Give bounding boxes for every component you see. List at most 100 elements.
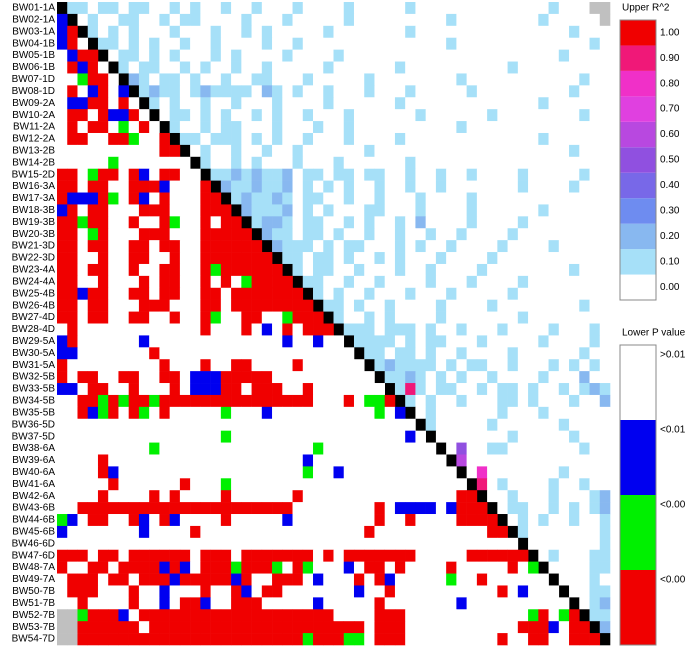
p-cell xyxy=(435,609,447,622)
p-cell xyxy=(159,252,170,265)
p-cell xyxy=(200,383,211,396)
r2-cell xyxy=(579,525,590,539)
p-cell xyxy=(313,418,324,431)
diagonal-cell xyxy=(415,418,426,431)
p-cell xyxy=(251,573,263,586)
r2-cell xyxy=(108,25,119,39)
r2-cell xyxy=(323,109,334,122)
p-cell xyxy=(282,359,293,372)
r2-cell xyxy=(323,156,334,170)
r2-cell xyxy=(476,383,488,396)
p-cell xyxy=(169,490,181,503)
p-cell xyxy=(57,228,68,241)
p-cell xyxy=(364,514,375,527)
p-cell xyxy=(118,180,129,193)
r2-cell xyxy=(507,37,519,50)
r2-cell xyxy=(179,121,191,134)
r2-cell xyxy=(548,406,560,420)
r2-cell xyxy=(538,132,549,146)
p-cell xyxy=(57,466,68,479)
p-cell xyxy=(251,323,263,336)
p-cell xyxy=(128,430,140,443)
p-cell xyxy=(57,383,68,396)
r2-cell xyxy=(507,454,519,467)
r2-cell xyxy=(313,252,324,265)
r2-cell xyxy=(251,121,263,134)
r2-cell xyxy=(394,240,406,253)
r2-cell xyxy=(272,228,283,241)
p-cell xyxy=(405,621,416,634)
p-cell xyxy=(374,609,386,622)
p-cell xyxy=(87,430,99,443)
p-cell xyxy=(292,287,304,300)
r2-cell xyxy=(384,144,396,158)
r2-cell xyxy=(446,2,457,15)
r2-cell xyxy=(394,204,406,217)
r2-cell xyxy=(528,466,539,479)
p-cell xyxy=(67,490,78,503)
p-cell xyxy=(108,252,119,265)
p-cell xyxy=(374,549,386,562)
r2-cell xyxy=(200,121,211,134)
r2-cell xyxy=(456,394,467,408)
r2-cell xyxy=(517,156,529,170)
r2-cell xyxy=(97,37,109,50)
p-cell xyxy=(241,525,252,539)
p-cell xyxy=(476,585,488,598)
r2-cell xyxy=(569,454,580,467)
p-cell xyxy=(384,454,396,467)
p-cell xyxy=(200,406,211,420)
p-cell xyxy=(374,561,386,574)
p-cell xyxy=(446,597,457,610)
r2-cell xyxy=(302,180,314,193)
r2-cell xyxy=(261,25,273,39)
r2-cell xyxy=(353,204,365,217)
p-cell xyxy=(87,228,99,241)
p-cell xyxy=(313,537,324,551)
p-cell xyxy=(108,168,119,181)
r2-cell xyxy=(466,240,478,253)
r2-cell xyxy=(323,263,334,277)
p-cell xyxy=(67,240,78,253)
p-cell xyxy=(405,502,416,515)
p-cell xyxy=(118,121,129,134)
r2-cell xyxy=(589,335,601,348)
r2-cell xyxy=(179,132,191,146)
r2-cell xyxy=(333,97,345,110)
r2-cell xyxy=(517,132,529,146)
p-cell xyxy=(57,406,68,420)
p-cell xyxy=(415,573,426,586)
p-cell xyxy=(57,180,68,193)
r2-cell xyxy=(446,73,457,86)
r2-cell xyxy=(589,514,601,527)
r2-cell xyxy=(487,61,498,74)
legend-swatch xyxy=(620,45,656,71)
p-cell xyxy=(138,204,150,217)
r2-cell xyxy=(507,252,519,265)
p-cell xyxy=(179,192,191,205)
p-cell xyxy=(425,442,437,455)
p-cell xyxy=(446,502,457,515)
r2-cell xyxy=(210,109,222,122)
r2-cell xyxy=(558,204,570,217)
r2-cell xyxy=(435,311,447,324)
r2-cell xyxy=(497,275,508,289)
r2-cell xyxy=(323,252,334,265)
p-cell xyxy=(118,549,129,562)
r2-cell xyxy=(538,2,549,15)
diagonal-cell xyxy=(497,514,508,527)
p-cell xyxy=(179,204,191,217)
r2-cell xyxy=(292,240,304,253)
r2-cell xyxy=(425,132,437,146)
p-cell xyxy=(57,263,68,277)
r2-cell xyxy=(528,97,539,110)
r2-cell xyxy=(435,49,447,62)
p-cell xyxy=(364,394,375,408)
p-cell xyxy=(138,156,150,170)
r2-cell xyxy=(456,25,467,39)
r2-cell xyxy=(364,204,375,217)
r2-cell xyxy=(405,25,416,39)
p-cell xyxy=(272,537,283,551)
r2-cell xyxy=(579,97,590,110)
r2-cell xyxy=(517,204,529,217)
